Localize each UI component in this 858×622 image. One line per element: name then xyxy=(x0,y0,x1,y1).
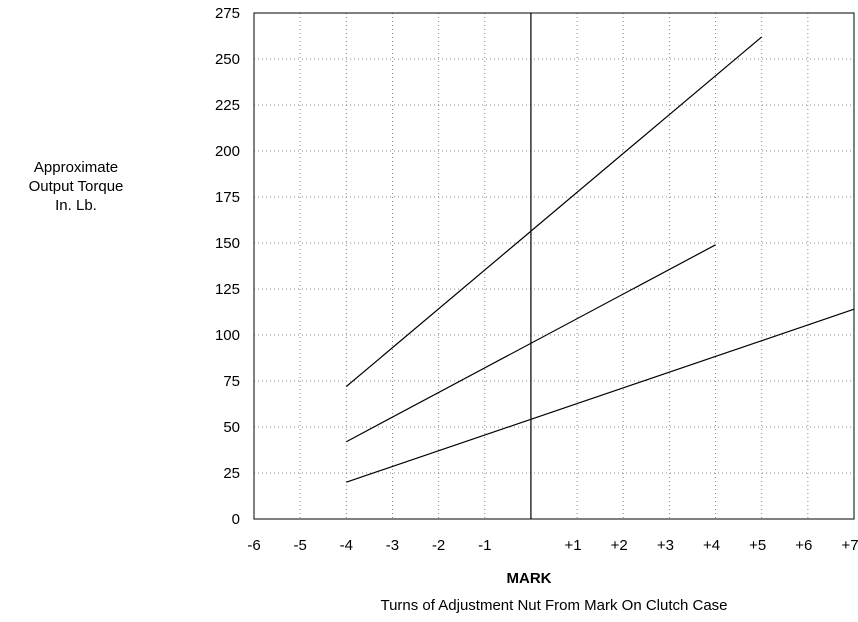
y-axis-label: Approximate Output Torque In. Lb. xyxy=(0,158,152,215)
y-axis-label-line: Output Torque xyxy=(28,178,124,195)
y-tick-label: 175 xyxy=(215,189,240,206)
y-tick-label: 275 xyxy=(215,5,240,22)
y-tick-label: 75 xyxy=(223,373,240,390)
y-tick-label: 125 xyxy=(215,281,240,298)
y-tick-label: 225 xyxy=(215,97,240,114)
y-axis-label-line: Approximate xyxy=(33,159,119,176)
y-tick-label: 100 xyxy=(215,327,240,344)
x-tick-label: -4 xyxy=(340,537,353,554)
x-tick-label: -1 xyxy=(478,537,491,554)
y-tick-label: 150 xyxy=(215,235,240,252)
mark-label: MARK xyxy=(506,570,552,587)
x-tick-label: -3 xyxy=(386,537,399,554)
x-tick-label: -6 xyxy=(247,537,260,554)
series-line xyxy=(345,36,763,387)
x-tick-label: +1 xyxy=(565,537,582,554)
y-tick-label: 200 xyxy=(215,143,240,160)
x-tick-label: +5 xyxy=(749,537,766,554)
y-tick-label: 50 xyxy=(223,419,240,436)
x-tick-label: +3 xyxy=(657,537,674,554)
y-axis-label-line: In. Lb. xyxy=(55,197,97,214)
x-tick-label: +7 xyxy=(841,537,858,554)
x-tick-label: -2 xyxy=(432,537,445,554)
series-line xyxy=(346,308,855,483)
series-line xyxy=(346,244,716,443)
y-tick-label: 250 xyxy=(215,51,240,68)
x-tick-label: +6 xyxy=(795,537,812,554)
x-axis-label: Turns of Adjustment Nut From Mark On Clu… xyxy=(380,597,728,614)
plot-frame xyxy=(253,12,855,520)
x-tick-label: +2 xyxy=(611,537,628,554)
x-tick-label: +4 xyxy=(703,537,720,554)
y-tick-label: 25 xyxy=(223,465,240,482)
x-tick-label: -5 xyxy=(293,537,306,554)
y-tick-label: 0 xyxy=(232,511,240,528)
